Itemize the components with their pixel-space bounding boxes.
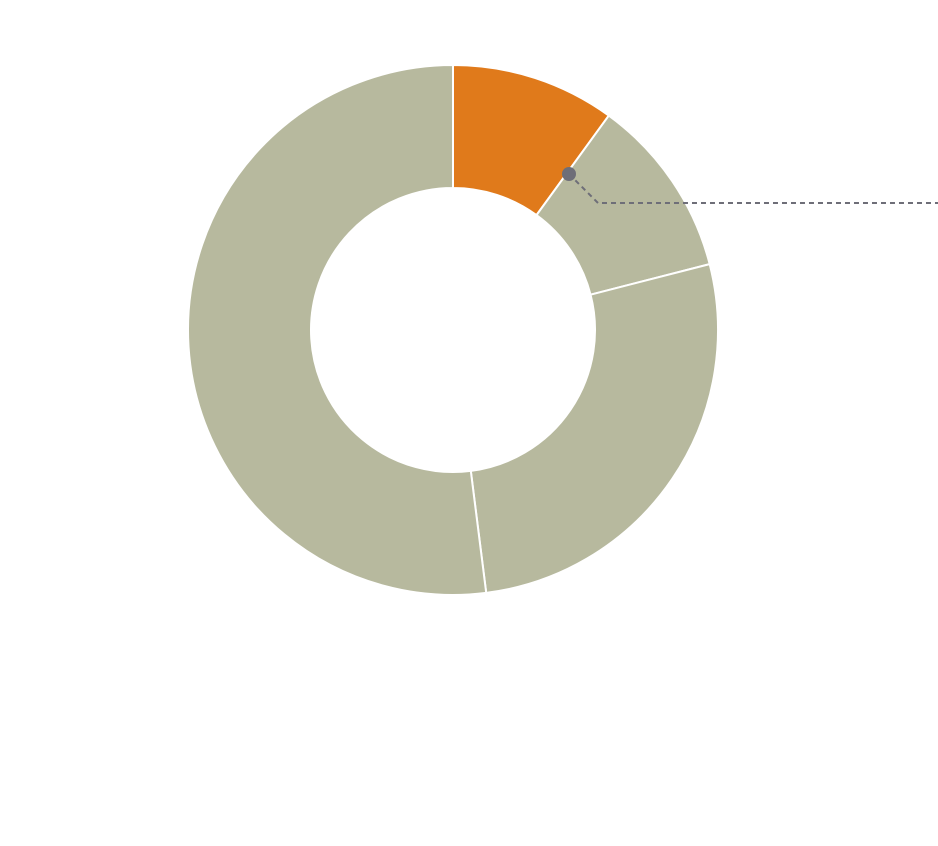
leader-dot [562, 167, 576, 181]
slice [187, 63, 488, 596]
leader-line [568, 173, 938, 204]
slice [469, 262, 719, 595]
donut [187, 63, 719, 596]
